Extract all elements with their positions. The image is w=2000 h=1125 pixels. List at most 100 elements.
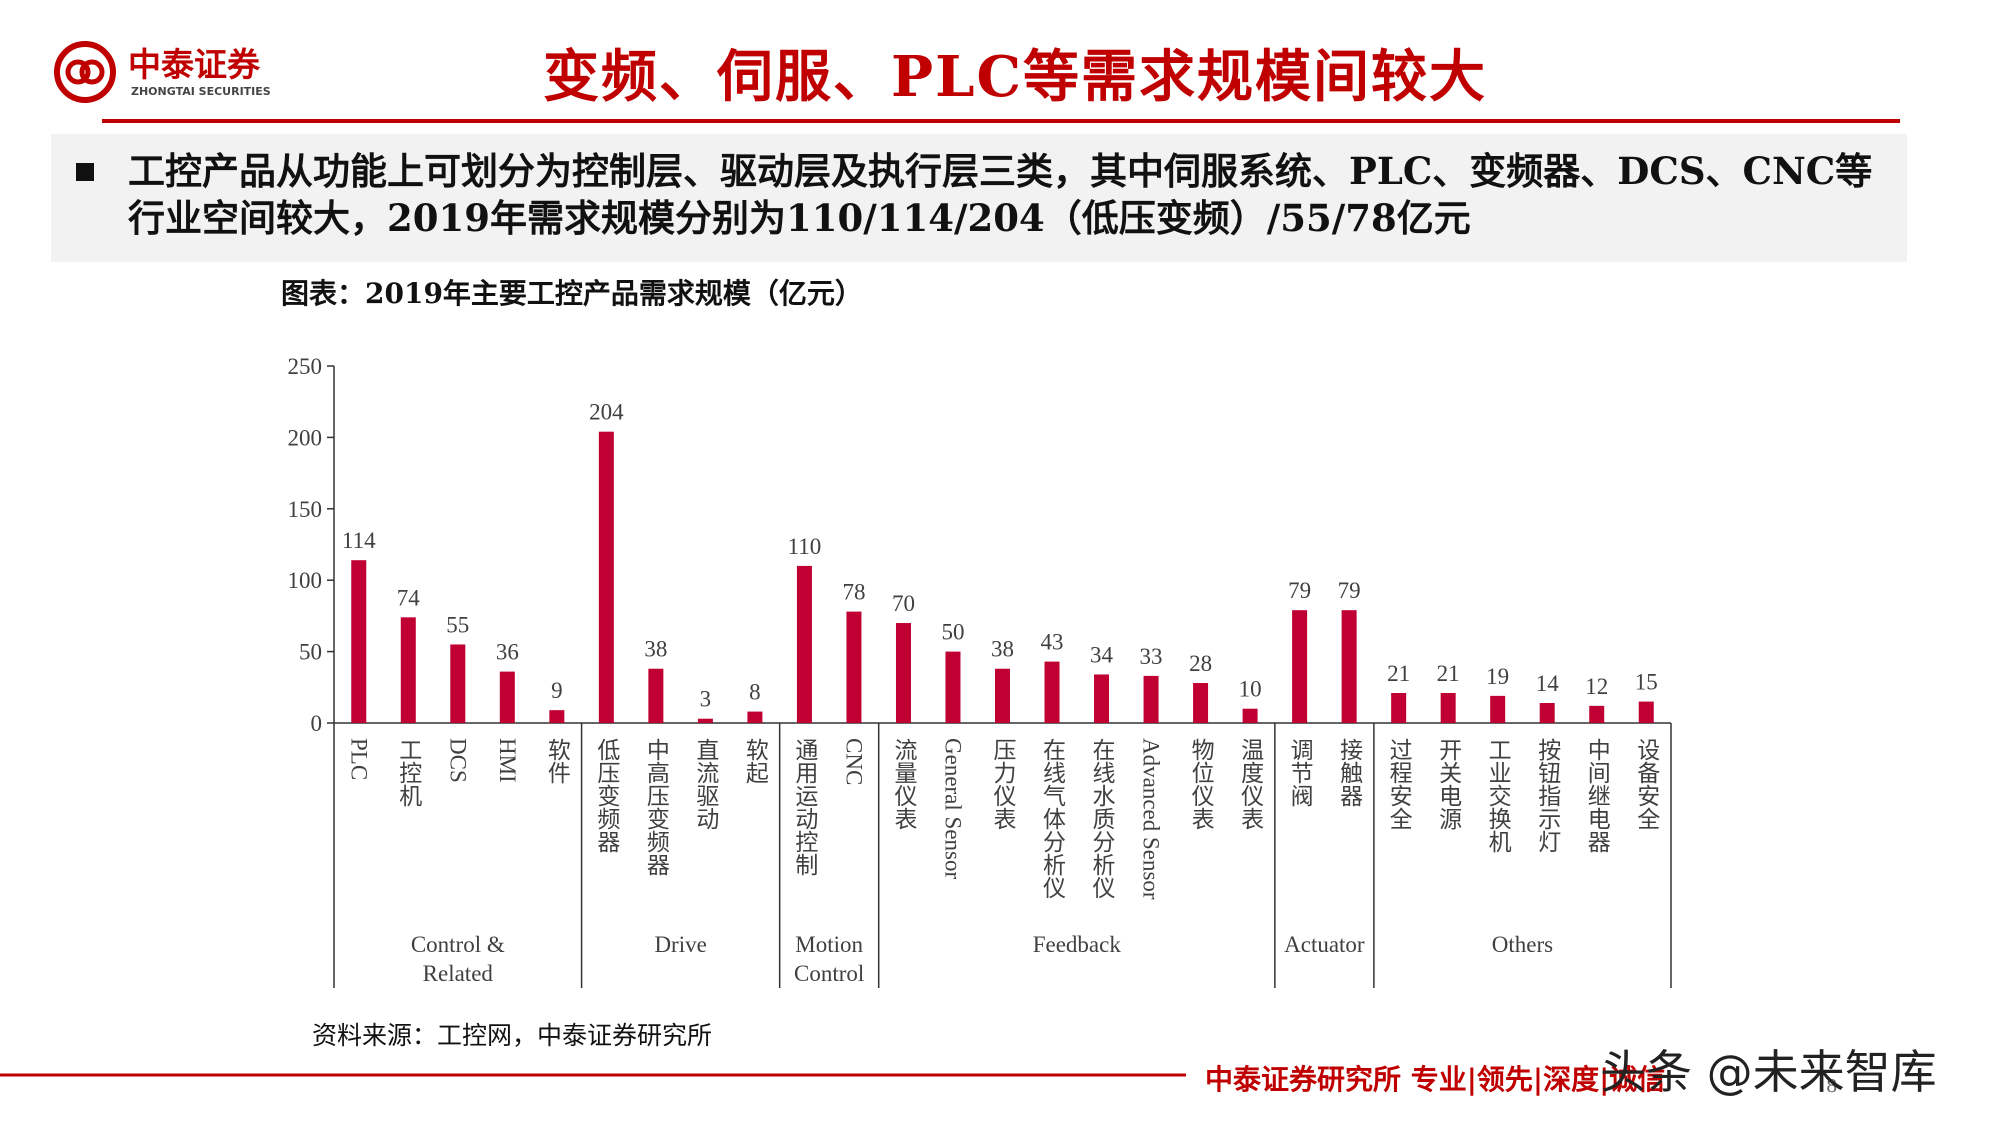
y-tick-label: 200	[288, 425, 323, 450]
x-tick-label: 温度仪表	[1238, 738, 1265, 830]
value-label: 38	[991, 637, 1014, 662]
bar	[351, 560, 367, 723]
y-tick-label: 250	[288, 354, 323, 379]
x-tick-label: 设备安全	[1634, 738, 1661, 830]
value-label: 12	[1585, 674, 1608, 699]
value-label: 36	[496, 640, 519, 665]
x-tick-label: 软件	[544, 738, 571, 784]
bar	[1292, 610, 1308, 723]
x-tick-label: CNC	[841, 738, 866, 785]
bar	[400, 617, 416, 723]
bar	[945, 651, 961, 723]
source-note: 资料来源：工控网，中泰证券研究所	[312, 1021, 713, 1050]
chart-title: 图表：2019年主要工控产品需求规模（亿元）	[281, 277, 863, 310]
bar	[648, 668, 664, 723]
value-label: 3	[700, 687, 712, 712]
x-tick-label: 物位仪表	[1188, 738, 1215, 830]
value-label: 110	[788, 534, 822, 559]
group-label: Motion Control	[794, 932, 865, 986]
x-tick-label: 低压变频器	[594, 738, 621, 853]
x-tick-label: HMI	[495, 738, 520, 783]
x-tick-label: 流量仪表	[891, 738, 918, 830]
x-tick-label: 通用运动控制	[792, 738, 819, 876]
bar	[1242, 708, 1258, 723]
value-label: 21	[1437, 661, 1460, 686]
value-label: 8	[749, 680, 761, 705]
value-label: 10	[1239, 677, 1262, 702]
x-tick-label: PLC	[346, 738, 371, 780]
logo-text: 中泰证券	[128, 45, 261, 84]
x-tick-label: 工业交换机	[1485, 738, 1512, 853]
bar	[1539, 703, 1555, 723]
value-label: 50	[941, 620, 964, 645]
x-tick-label: 在线水质分析仪	[1089, 738, 1116, 899]
x-tick-label: 按钮指示灯	[1535, 738, 1562, 853]
value-label: 114	[342, 528, 376, 553]
x-tick-label: DCS	[445, 738, 470, 783]
bar	[747, 711, 763, 723]
x-tick-label: General Sensor	[940, 738, 965, 879]
bar	[1094, 674, 1110, 723]
x-tick-label: 直流驱动	[693, 738, 720, 830]
value-label: 43	[1041, 630, 1064, 655]
value-label: 19	[1486, 664, 1509, 689]
bar	[499, 671, 515, 723]
bar	[1589, 705, 1605, 723]
bar	[1638, 701, 1654, 723]
value-label: 204	[589, 400, 624, 425]
page-number: 8	[1826, 1076, 1838, 1097]
x-tick-label: 在线气体分析仪	[1040, 738, 1067, 899]
slide-title: 变频、伺服、PLC等需求规模间较大	[542, 44, 1488, 110]
y-tick-label: 50	[299, 640, 322, 665]
value-label: 34	[1090, 642, 1114, 667]
value-label: 38	[644, 637, 667, 662]
group-label: Others	[1491, 932, 1554, 957]
logo-mark	[79, 59, 105, 85]
value-label: 74	[397, 585, 421, 610]
group-label: Actuator	[1284, 932, 1365, 957]
logo-subtext: ZHONGTAI SECURITIES	[131, 85, 271, 98]
bar	[895, 623, 911, 723]
y-tick-label: 100	[288, 568, 323, 593]
x-tick-label: 工控机	[396, 738, 423, 807]
bar	[796, 565, 812, 723]
value-label: 21	[1387, 661, 1410, 686]
value-label: 78	[842, 580, 865, 605]
bar	[1440, 693, 1456, 723]
x-tick-label: 开关电源	[1436, 738, 1463, 830]
value-label: 15	[1635, 670, 1658, 695]
watermark: 头条 @未来智库	[1600, 1045, 1937, 1099]
summary-box	[51, 134, 1907, 262]
x-tick-label: 软起	[742, 738, 769, 784]
y-tick-label: 0	[311, 711, 323, 736]
bar	[1143, 675, 1159, 723]
bar	[1391, 693, 1407, 723]
bar	[846, 611, 862, 723]
bar	[1341, 610, 1357, 723]
bar	[995, 668, 1010, 723]
value-label: 14	[1536, 671, 1560, 696]
value-label: 9	[551, 678, 563, 703]
summary-text: 工控产品从功能上可划分为控制层、驱动层及执行层三类，其中伺服系统、PLC、变频器…	[128, 149, 1873, 240]
logo-ring	[54, 41, 116, 103]
x-tick-label: 中高压变频器	[643, 738, 670, 876]
value-label: 79	[1338, 578, 1361, 603]
x-tick-label: 过程安全	[1386, 738, 1413, 830]
value-label: 70	[892, 591, 915, 616]
value-label: 28	[1189, 651, 1212, 676]
bar	[697, 718, 713, 723]
value-label: 79	[1288, 578, 1311, 603]
group-label: Feedback	[1032, 932, 1121, 957]
x-tick-label: 压力仪表	[990, 738, 1017, 830]
bar	[598, 431, 614, 723]
x-tick-label: 调节阀	[1287, 738, 1314, 807]
footer-text: 中泰证券研究所 专业|领先|深度|诚信	[1205, 1063, 1666, 1096]
bar	[1490, 695, 1506, 723]
bar	[1044, 661, 1060, 723]
logo-mark	[65, 59, 91, 85]
x-tick-label: 中间继电器	[1584, 738, 1611, 853]
group-label: Control & Related	[410, 932, 505, 986]
x-tick-label: 接触器	[1337, 738, 1364, 807]
value-label: 33	[1140, 644, 1163, 669]
